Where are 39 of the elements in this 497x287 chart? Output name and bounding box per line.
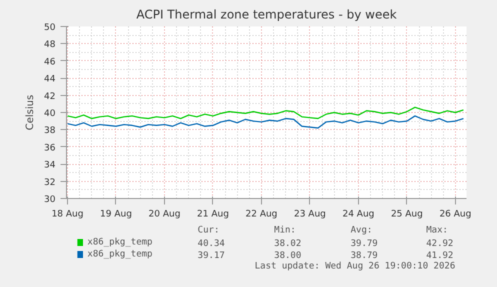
- text: Max:: [426, 226, 448, 236]
- text: 41.92: [426, 251, 454, 261]
- x-tick-label: 25 Aug: [390, 210, 423, 220]
- x-tick-label: 24 Aug: [342, 210, 374, 220]
- y-tick-label: 32: [44, 178, 56, 188]
- x-tick-label: 19 Aug: [100, 210, 132, 220]
- text: 42.92: [426, 239, 454, 249]
- text: 39.17: [198, 251, 225, 261]
- text: 38.02: [274, 239, 302, 249]
- y-tick-label: 50: [44, 23, 56, 33]
- text: Min:: [274, 226, 296, 236]
- y-tick-label: 46: [44, 57, 56, 68]
- y-tick-label: 44: [44, 74, 56, 85]
- x-tick-label: 23 Aug: [294, 210, 326, 220]
- x-tick-label: 22 Aug: [246, 210, 278, 220]
- legend-label: x86_pkg_temp: [87, 250, 152, 260]
- text: Avg:: [350, 226, 372, 236]
- y-tick-label: 30: [44, 195, 56, 205]
- y-tick-label: 38: [44, 126, 56, 136]
- x-tick-label: 18 Aug: [52, 210, 84, 220]
- y-axis-title: Celsius: [25, 94, 36, 130]
- chart-title: ACPI Thermal zone temperatures - by week: [136, 8, 397, 22]
- line-series: [66, 115, 464, 129]
- text: Last update: Wed Aug 26 19:00:10 2026: [254, 262, 456, 272]
- line-series: [66, 106, 464, 120]
- text: 38.00: [274, 251, 302, 261]
- text: 40.34: [198, 239, 225, 249]
- x-tick-label: 20 Aug: [148, 210, 180, 220]
- y-tick-label: 36: [44, 143, 56, 154]
- text: 39.79: [350, 239, 378, 249]
- y-tick-label: 40: [44, 109, 56, 119]
- x-tick-label: 21 Aug: [197, 210, 229, 220]
- text: Cur:: [198, 226, 220, 236]
- y-tick-label: 34: [44, 160, 56, 171]
- legend-label: x86_pkg_temp: [87, 238, 152, 248]
- y-tick-label: 42: [44, 92, 56, 102]
- x-tick-label: 26 Aug: [439, 210, 472, 220]
- y-tick-label: 48: [44, 40, 56, 50]
- text: 38.79: [350, 251, 378, 261]
